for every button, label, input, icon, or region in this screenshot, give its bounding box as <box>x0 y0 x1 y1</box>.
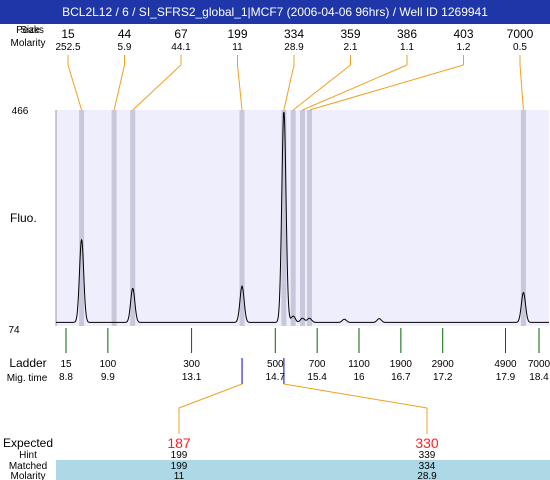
ladder-size-label: 100 <box>100 359 117 370</box>
peak-band <box>79 110 85 326</box>
hint-value: 199 <box>171 450 188 461</box>
peak-molarity-label: 1.2 <box>457 42 471 53</box>
peak-band <box>306 110 312 326</box>
ladder-time-label: 15.4 <box>307 372 327 383</box>
peak-band <box>281 110 287 326</box>
peak-molarity-label: 28.9 <box>284 42 304 53</box>
expected-value: 187 <box>167 435 191 451</box>
peak-band <box>239 110 245 326</box>
peak-molarity-label: 1.1 <box>400 42 414 53</box>
peaks-row-label: Peaks <box>16 25 44 36</box>
peak-leader-line <box>67 64 83 111</box>
y-tick-label: 74 <box>8 325 20 336</box>
peak-size-label: 359 <box>340 27 360 41</box>
peak-band <box>111 110 117 326</box>
expected-row-label: Expected <box>3 436 53 450</box>
peak-leader-line <box>302 64 408 111</box>
peak-molarity-label: 11 <box>232 42 243 53</box>
ladder-time-label: 9.9 <box>101 372 115 383</box>
peak-leader-line <box>237 64 243 111</box>
ladder-time-label: 17.9 <box>496 372 516 383</box>
peak-molarity-label: 2.1 <box>344 42 358 53</box>
peak-molarity-label: 5.9 <box>118 42 132 53</box>
peak-size-label: 334 <box>284 27 304 41</box>
size-row-label: Size <box>20 25 40 36</box>
peak-size-label: 7000 <box>507 27 534 41</box>
expected-leader-line <box>283 383 428 409</box>
peak-molarity-label: 44.1 <box>171 42 191 53</box>
ladder-size-label: 7000 <box>528 359 550 370</box>
ladder-size-label: 500 <box>267 359 284 370</box>
hint-value: 339 <box>419 450 436 461</box>
peak-size-label: 386 <box>397 27 417 41</box>
peak-leader-line <box>519 64 524 111</box>
peak-size-label: 403 <box>453 27 473 41</box>
peak-band <box>300 110 305 326</box>
ladder-time-label: 16 <box>353 372 365 383</box>
hint-row-label: Hint <box>19 450 37 461</box>
peak-size-label: 67 <box>174 27 188 41</box>
ladder-size-label: 1100 <box>348 359 370 370</box>
peak-band <box>290 110 296 326</box>
matched-value: 199 <box>171 461 188 472</box>
peak-size-label: 44 <box>118 27 132 41</box>
peak-leader-line <box>283 64 295 111</box>
ladder-size-label: 300 <box>183 359 200 370</box>
matched-row-label: Matched <box>9 461 47 472</box>
expected-leader-line <box>178 383 243 409</box>
peak-leader-line <box>113 64 125 111</box>
ladder-size-label: 2900 <box>432 359 455 370</box>
peak-molarity-label: 252.5 <box>55 42 80 53</box>
mig-time-row-label: Mig. time <box>7 373 48 384</box>
ladder-time-label: 14.7 <box>266 372 286 383</box>
ladder-row-label: Ladder <box>9 356 46 370</box>
peak-size-label: 15 <box>61 27 75 41</box>
ladder-size-label: 4900 <box>494 359 517 370</box>
molarity-row-label: Molarity <box>10 38 45 49</box>
fluo-axis-label: Fluo. <box>10 211 37 225</box>
peak-leader-line <box>132 64 182 111</box>
matched-value: 334 <box>419 461 436 472</box>
peak-molarity-label: 0.5 <box>513 42 527 53</box>
peak-leader-line <box>309 64 464 111</box>
matched-band <box>56 460 550 480</box>
ladder-time-label: 16.7 <box>391 372 411 383</box>
expected-value: 330 <box>415 435 439 451</box>
peak-band <box>130 110 136 326</box>
peak-band <box>520 110 526 326</box>
peak-leader-line <box>292 64 351 111</box>
chart-title: BCL2L12 / 6 / SI_SFRS2_global_1|MCF7 (20… <box>0 0 550 24</box>
ladder-time-label: 8.8 <box>59 372 73 383</box>
ladder-size-label: 15 <box>60 359 72 370</box>
ladder-size-label: 700 <box>309 359 326 370</box>
ladder-size-label: 1900 <box>390 359 413 370</box>
peak-size-label: 199 <box>227 27 247 41</box>
molarity-value: 28.9 <box>417 471 437 480</box>
ladder-time-label: 13.1 <box>182 372 202 383</box>
ladder-time-label: 17.2 <box>433 372 453 383</box>
y-tick-label: 466 <box>12 106 29 117</box>
fluorescence-trace <box>56 111 549 323</box>
molarity-bottom-row-label: Molarity <box>10 471 45 480</box>
molarity-value: 11 <box>174 471 185 480</box>
ladder-time-label: 18.4 <box>529 372 549 383</box>
